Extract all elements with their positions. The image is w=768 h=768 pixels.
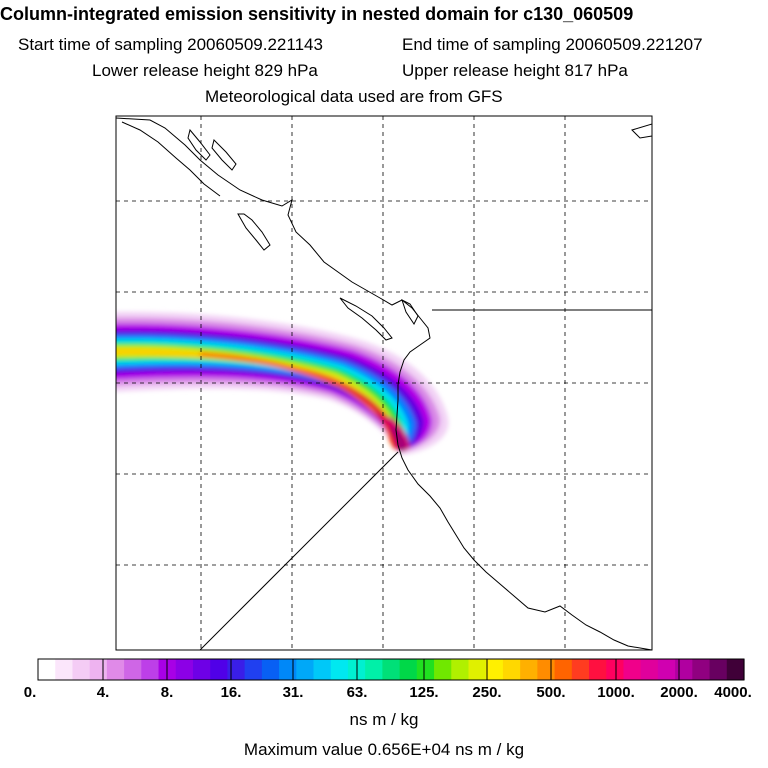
colorbar-cell bbox=[485, 659, 504, 680]
colorbar-cell bbox=[72, 659, 91, 680]
colorbar-cell bbox=[692, 659, 711, 680]
colorbar-cell bbox=[141, 659, 160, 680]
colorbar-cell bbox=[709, 659, 728, 680]
colorbar-cell bbox=[244, 659, 263, 680]
coastlines bbox=[116, 117, 652, 650]
plume-band-10 bbox=[200, 352, 396, 450]
colorbar-cell bbox=[227, 659, 246, 680]
map-area bbox=[116, 116, 652, 650]
colorbar-tick-label: 2000. bbox=[660, 684, 698, 701]
maximum-value-text: Maximum value 0.656E+04 ns m / kg bbox=[243, 740, 525, 759]
colorbar-cell bbox=[330, 659, 349, 680]
plume-band-11 bbox=[300, 368, 402, 450]
colorbar-cell bbox=[451, 659, 470, 680]
plume-band-13 bbox=[390, 428, 406, 453]
colorbar-cell bbox=[623, 659, 642, 680]
chart-title: Column-integrated emission sensitivity i… bbox=[0, 4, 634, 24]
colorbar-cell bbox=[416, 659, 435, 680]
colorbar-tick-label: 4. bbox=[96, 684, 110, 701]
colorbar-cell bbox=[365, 659, 383, 680]
colorbar-cell bbox=[296, 659, 315, 680]
colorbar-tick-label: 8. bbox=[160, 684, 174, 701]
colorbar-tick-label: 250. bbox=[472, 684, 502, 701]
colorbar-cell bbox=[675, 659, 693, 680]
colorbar-tick-label: 16. bbox=[220, 684, 242, 701]
colorbar-frame bbox=[37, 658, 745, 681]
colorbar-cell bbox=[38, 659, 56, 680]
colorbar-tick-label: 125. bbox=[409, 684, 439, 701]
colorbar-cell bbox=[554, 659, 573, 680]
colorbar-units: ns m / kg bbox=[349, 710, 419, 729]
colorbar-cell bbox=[55, 659, 74, 680]
colorbar-cell bbox=[589, 659, 607, 680]
colorbar-cell bbox=[537, 659, 556, 680]
upper-release-text: Upper release height 817 hPa bbox=[402, 61, 628, 80]
colorbar-cell bbox=[313, 659, 332, 680]
colorbar-cell bbox=[468, 659, 487, 680]
plume-band-5 bbox=[116, 334, 416, 449]
colorbar-cell bbox=[657, 659, 676, 680]
plume-band-8 bbox=[116, 345, 398, 449]
colorbar-tick-label: 63. bbox=[346, 684, 368, 701]
grid-lines bbox=[116, 116, 652, 650]
start-time-text: Start time of sampling 20060509.221143 bbox=[18, 35, 323, 54]
colorbar-tick-label: 31. bbox=[282, 684, 304, 701]
colorbar bbox=[37, 658, 745, 681]
colorbar-cell bbox=[640, 659, 659, 680]
colorbar-cell bbox=[606, 659, 625, 680]
colorbar-cell bbox=[210, 659, 229, 680]
colorbar-cell bbox=[399, 659, 418, 680]
colorbar-tick-label: 1000. bbox=[597, 684, 635, 701]
colorbar-cell bbox=[89, 659, 108, 680]
colorbar-cell bbox=[726, 659, 745, 680]
colorbar-cell bbox=[434, 659, 452, 680]
colorbar-cell bbox=[382, 659, 401, 680]
colorbar-cell bbox=[571, 659, 590, 680]
plume-band-6 bbox=[116, 338, 409, 449]
map-frame bbox=[115, 115, 653, 651]
colorbar-tick-label: 0. bbox=[23, 684, 37, 701]
colorbar-cell bbox=[502, 659, 521, 680]
end-time-text: End time of sampling 20060509.221207 bbox=[402, 35, 703, 54]
colorbar-cell bbox=[124, 659, 142, 680]
plume-band-7 bbox=[116, 342, 403, 449]
colorbar-cell bbox=[279, 659, 297, 680]
colorbar-tick-label: 4000. bbox=[714, 684, 752, 701]
lower-release-text: Lower release height 829 hPa bbox=[92, 61, 318, 80]
sensitivity-plume bbox=[116, 311, 449, 455]
colorbar-tick-label: 500. bbox=[536, 684, 566, 701]
colorbar-cell bbox=[261, 659, 280, 680]
met-data-text: Meteorological data used are from GFS bbox=[205, 87, 503, 106]
colorbar-cell bbox=[192, 659, 211, 680]
colorbar-cell bbox=[520, 659, 538, 680]
colorbar-cell bbox=[106, 659, 125, 680]
colorbar-cell bbox=[175, 659, 194, 680]
